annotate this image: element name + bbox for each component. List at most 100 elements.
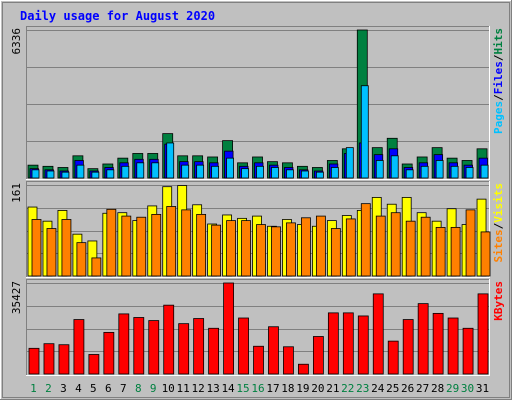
visits-panel: 161 Sites/Visits bbox=[10, 181, 505, 278]
bar-pages-day-4 bbox=[76, 164, 85, 179]
day-label-5: 5 bbox=[90, 382, 97, 395]
day-label-24: 24 bbox=[371, 382, 385, 395]
bar-pages-day-12 bbox=[196, 164, 205, 179]
bar-sites-day-30 bbox=[465, 209, 476, 277]
hits-legend-label-0: Pages bbox=[492, 101, 505, 134]
bar-pages-day-17 bbox=[271, 167, 279, 179]
kbytes-plot-border-light bbox=[26, 279, 490, 376]
bar-kbytes-day-1 bbox=[28, 347, 40, 375]
day-label-6: 6 bbox=[105, 382, 112, 395]
bar-pages-day-27 bbox=[420, 165, 429, 179]
panels-layer: 6336Pages/Files/Hits161Sites/Visits35427… bbox=[10, 26, 505, 376]
hits-legend-label-3: / bbox=[492, 54, 505, 61]
bar-sites-day-3 bbox=[61, 219, 72, 277]
day-label-3: 3 bbox=[60, 382, 67, 395]
bar-kbytes-day-20 bbox=[312, 336, 324, 375]
bar-kbytes-day-24 bbox=[372, 293, 384, 375]
chart-title: Daily usage for August 2020 bbox=[20, 9, 215, 23]
day-label-19: 19 bbox=[296, 382, 309, 395]
day-label-11: 11 bbox=[177, 382, 190, 395]
hits-ymax-label: 6336 bbox=[10, 28, 23, 55]
day-label-18: 18 bbox=[281, 382, 294, 395]
bar-sites-day-19 bbox=[301, 217, 311, 277]
bar-kbytes-day-26 bbox=[402, 319, 414, 375]
bar-sites-day-23 bbox=[360, 203, 371, 277]
bar-kbytes-day-6 bbox=[103, 331, 115, 375]
hits-plot-area bbox=[26, 26, 490, 180]
bar-pages-day-2 bbox=[46, 170, 55, 179]
bar-kbytes-day-11 bbox=[178, 323, 190, 375]
bar-kbytes-day-7 bbox=[118, 313, 130, 375]
bar-pages-day-8 bbox=[136, 162, 145, 179]
bar-kbytes-day-9 bbox=[148, 320, 160, 375]
day-label-15: 15 bbox=[236, 382, 249, 395]
day-label-1: 1 bbox=[30, 382, 37, 395]
day-label-7: 7 bbox=[120, 382, 127, 395]
day-label-21: 21 bbox=[326, 382, 339, 395]
bar-kbytes-day-28 bbox=[432, 312, 444, 375]
hits-plot-border-dark bbox=[26, 26, 490, 180]
hits-plot-border-light bbox=[26, 26, 490, 180]
day-label-22: 22 bbox=[341, 382, 354, 395]
day-label-26: 26 bbox=[401, 382, 414, 395]
bar-sites-day-16 bbox=[256, 224, 266, 277]
bar-sites-day-20 bbox=[315, 215, 326, 277]
bar-sites-day-29 bbox=[450, 226, 461, 277]
bar-kbytes-day-19 bbox=[298, 363, 309, 375]
bar-kbytes-day-4 bbox=[73, 319, 85, 375]
bar-sites-day-22 bbox=[345, 218, 356, 277]
bar-kbytes-day-23 bbox=[357, 315, 369, 375]
bar-pages-day-18 bbox=[286, 169, 294, 179]
bar-kbytes-day-8 bbox=[133, 317, 145, 375]
day-label-10: 10 bbox=[162, 382, 175, 395]
day-label-16: 16 bbox=[251, 382, 264, 395]
day-label-13: 13 bbox=[206, 382, 219, 395]
visits-legend-label-0: Sites bbox=[492, 229, 505, 262]
visits-plot-border-light bbox=[26, 181, 490, 278]
bar-pages-day-16 bbox=[256, 165, 264, 179]
hits-legend-label-1: / bbox=[492, 94, 505, 101]
bar-kbytes-day-5 bbox=[88, 354, 100, 375]
bar-pages-day-20 bbox=[315, 171, 324, 179]
bar-kbytes-day-31 bbox=[477, 293, 489, 375]
visits-series-legend: Sites/Visits bbox=[492, 183, 505, 263]
visits-legend-label-1: / bbox=[492, 222, 505, 229]
bar-kbytes-day-2 bbox=[43, 343, 55, 375]
bar-kbytes-day-29 bbox=[447, 317, 459, 375]
bar-sites-day-13 bbox=[211, 224, 222, 277]
day-label-2: 2 bbox=[45, 382, 52, 395]
visits-legend-label-2: Visits bbox=[492, 183, 505, 223]
bar-kbytes-day-21 bbox=[327, 312, 339, 375]
bar-pages-day-29 bbox=[450, 165, 459, 179]
day-label-30: 30 bbox=[461, 382, 474, 395]
bar-sites-day-18 bbox=[286, 222, 296, 277]
bar-pages-day-23 bbox=[360, 85, 369, 179]
bar-sites-day-27 bbox=[420, 216, 431, 277]
bar-pages-day-28 bbox=[435, 160, 444, 179]
day-label-29: 29 bbox=[446, 382, 459, 395]
hits-legend-label-4: Hits bbox=[492, 28, 505, 55]
bar-sites-day-5 bbox=[91, 257, 102, 277]
bar-kbytes-day-17 bbox=[268, 326, 279, 375]
bar-kbytes-day-3 bbox=[58, 344, 70, 375]
day-label-12: 12 bbox=[192, 382, 205, 395]
day-label-4: 4 bbox=[75, 382, 82, 395]
bar-pages-day-21 bbox=[330, 167, 339, 179]
bar-sites-day-25 bbox=[390, 212, 401, 277]
visits-ymax-label: 161 bbox=[10, 183, 23, 203]
day-label-14: 14 bbox=[221, 382, 235, 395]
bar-sites-day-28 bbox=[435, 226, 446, 277]
bar-sites-day-24 bbox=[375, 215, 386, 277]
bar-pages-day-22 bbox=[345, 147, 354, 179]
hits-legend-label-2: Files bbox=[492, 61, 505, 94]
bar-pages-day-9 bbox=[151, 162, 160, 179]
bar-pages-day-3 bbox=[61, 171, 70, 179]
bar-kbytes-day-13 bbox=[208, 327, 220, 375]
bar-pages-day-5 bbox=[91, 171, 100, 179]
day-label-31: 31 bbox=[476, 382, 489, 395]
bar-kbytes-day-25 bbox=[387, 340, 399, 375]
bar-sites-day-11 bbox=[181, 209, 192, 277]
bar-kbytes-day-22 bbox=[342, 312, 354, 375]
